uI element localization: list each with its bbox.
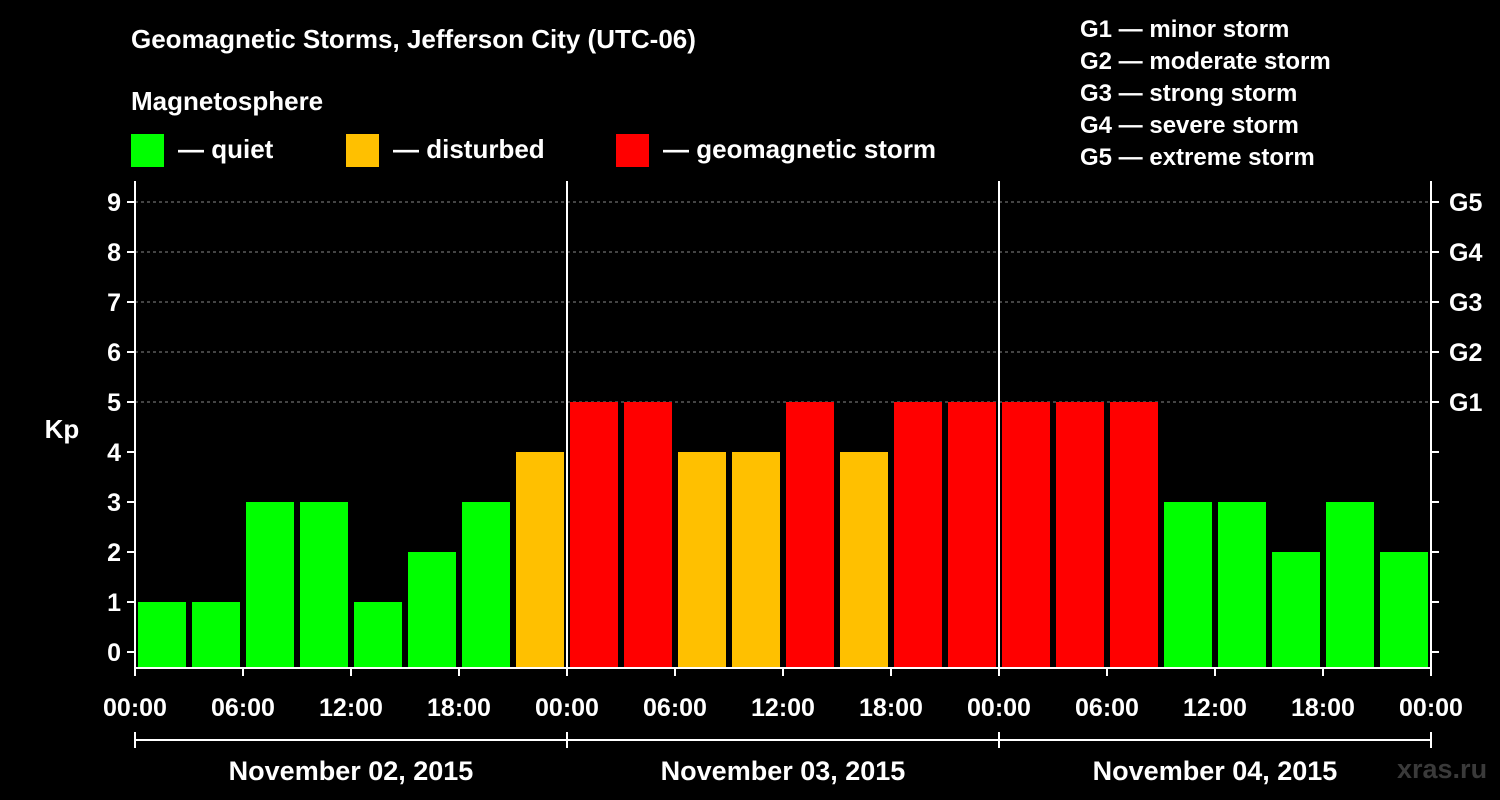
y-axis-label: Kp [45, 414, 80, 444]
storm-scale-g5: G5 — extreme storm [1080, 144, 1315, 171]
chart-title: Geomagnetic Storms, Jefferson City (UTC-… [131, 24, 696, 54]
kp-bar [354, 602, 402, 668]
day-label: November 02, 2015 [229, 756, 474, 786]
legend-heading: Magnetosphere [131, 86, 324, 116]
x-tick-label: 18:00 [1291, 694, 1355, 722]
kp-bar [1164, 502, 1212, 668]
kp-bar [1056, 402, 1104, 668]
storm-scale-g3: G3 — strong storm [1080, 80, 1298, 107]
x-tick-label: 00:00 [1399, 694, 1463, 722]
g-scale-label: G4 [1449, 239, 1482, 267]
y-tick-label: 4 [107, 439, 121, 467]
x-tick-label: 06:00 [1075, 694, 1139, 722]
legend-swatch-storm [616, 134, 649, 167]
y-tick-label: 5 [107, 389, 121, 417]
kp-bar [192, 602, 240, 668]
kp-bar [1110, 402, 1158, 668]
kp-bar [138, 602, 186, 668]
storm-scale-g1: G1 — minor storm [1080, 16, 1290, 43]
legend-label-quiet: — quiet [178, 134, 274, 164]
kp-bar [732, 452, 780, 668]
watermark: xras.ru [1397, 754, 1488, 784]
kp-bar [624, 402, 672, 668]
y-tick-label: 1 [107, 589, 121, 617]
y-tick-label: 3 [107, 489, 121, 517]
kp-bar [300, 502, 348, 668]
storm-scale-g4: G4 — severe storm [1080, 112, 1299, 139]
legend-label-storm: — geomagnetic storm [663, 134, 937, 164]
x-tick-label: 00:00 [967, 694, 1031, 722]
x-tick-label: 12:00 [1183, 694, 1247, 722]
kp-bar [786, 402, 834, 668]
y-tick-label: 7 [107, 289, 121, 317]
storm-scale-g2: G2 — moderate storm [1080, 48, 1331, 75]
y-tick-label: 0 [107, 639, 121, 667]
y-tick-label: 2 [107, 539, 121, 567]
y-tick-label: 9 [107, 189, 121, 217]
kp-bar [246, 502, 294, 668]
x-tick-label: 12:00 [319, 694, 383, 722]
kp-bar [1218, 502, 1266, 668]
legend-swatch-quiet [131, 134, 164, 167]
y-tick-label: 6 [107, 339, 121, 367]
x-tick-label: 18:00 [427, 694, 491, 722]
kp-bar [678, 452, 726, 668]
g-scale-label: G3 [1449, 289, 1482, 317]
kp-bar [1002, 402, 1050, 668]
g-scale-label: G2 [1449, 339, 1482, 367]
day-label: November 04, 2015 [1093, 756, 1338, 786]
kp-bar [840, 452, 888, 668]
kp-bar [1326, 502, 1374, 668]
g-scale-label: G1 [1449, 389, 1482, 417]
x-tick-label: 06:00 [643, 694, 707, 722]
kp-bar [462, 502, 510, 668]
kp-bar [516, 452, 564, 668]
y-tick-label: 8 [107, 239, 121, 267]
legend-label-disturbed: — disturbed [393, 134, 545, 164]
x-tick-label: 06:00 [211, 694, 275, 722]
x-tick-label: 18:00 [859, 694, 923, 722]
kp-bar [894, 402, 942, 668]
kp-bar [570, 402, 618, 668]
g-scale-label: G5 [1449, 189, 1482, 217]
legend-swatch-disturbed [346, 134, 379, 167]
kp-bar [1272, 552, 1320, 668]
x-tick-label: 12:00 [751, 694, 815, 722]
kp-bar [1380, 552, 1428, 668]
x-tick-label: 00:00 [103, 694, 167, 722]
kp-bar [948, 402, 996, 668]
x-tick-label: 00:00 [535, 694, 599, 722]
kp-bar [408, 552, 456, 668]
day-label: November 03, 2015 [661, 756, 906, 786]
